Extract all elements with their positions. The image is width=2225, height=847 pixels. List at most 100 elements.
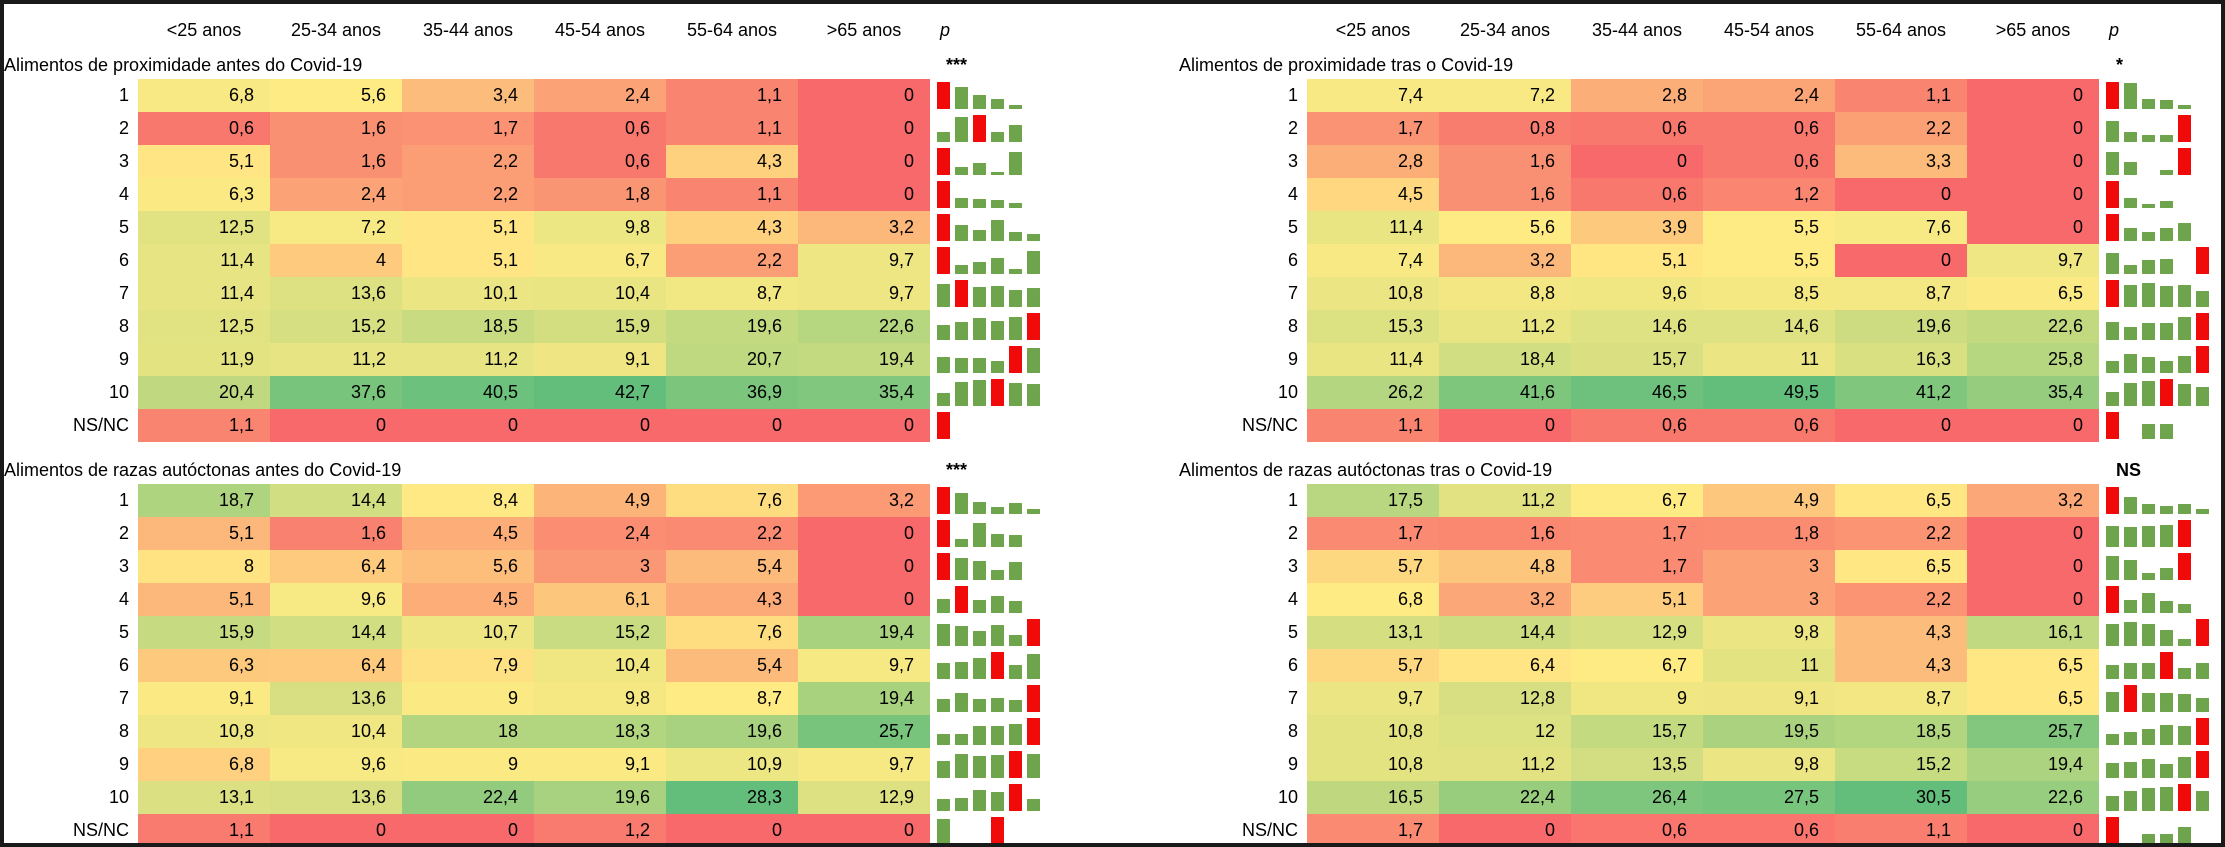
spark-bar — [2196, 663, 2209, 679]
spark-bar-max — [1027, 313, 1040, 340]
row-sparkline — [2099, 79, 2217, 112]
spark-bar — [955, 198, 968, 208]
spark-bar — [2142, 424, 2155, 439]
heat-cell: 3,2 — [1967, 484, 2099, 517]
p-value-column-header: p — [940, 19, 951, 40]
heat-cell: 20,7 — [666, 343, 798, 376]
spark-bar — [991, 132, 1004, 142]
spark-bar — [2160, 286, 2173, 307]
row-sparkline — [2099, 211, 2217, 244]
spark-bar-max — [2106, 412, 2119, 439]
heat-cell: 10,8 — [1307, 748, 1439, 781]
row-label: 6 — [1287, 655, 1298, 675]
spark-bar — [2178, 694, 2191, 712]
row-sparkline — [2099, 484, 2217, 517]
row-label: 9 — [118, 349, 129, 369]
heat-cell: 4,5 — [1307, 178, 1439, 211]
heat-cell: 25,8 — [1967, 343, 2099, 376]
heat-cell: 16,3 — [1835, 343, 1967, 376]
heat-cell: 9,1 — [534, 748, 666, 781]
row-label: 10 — [108, 382, 129, 402]
spark-bar — [2160, 228, 2173, 241]
heat-cell: 0 — [1439, 409, 1571, 442]
row-label: 2 — [118, 118, 129, 138]
table-title: Alimentos de razas autóctonas antes do C… — [4, 459, 402, 480]
heat-cell: 3 — [1703, 550, 1835, 583]
spark-bar-max — [937, 82, 950, 109]
heat-cell: 0 — [402, 409, 534, 442]
col-header-lt25: <25 anos — [1335, 19, 1411, 40]
panel-antes-covid: <25 anos 25-34 anos 35-44 anos 45-54 ano… — [4, 4, 1054, 843]
spark-bar — [1027, 288, 1040, 307]
heat-cell: 2,4 — [1703, 79, 1835, 112]
table-row: 4 5,1 9,6 4,5 6,1 4,3 0 — [4, 583, 1054, 616]
heat-cell: 3,2 — [1439, 244, 1571, 277]
table-row: 3 5,1 1,6 2,2 0,6 4,3 0 — [4, 145, 1054, 178]
spark-bar — [2106, 763, 2119, 778]
heat-cell: 35,4 — [1967, 376, 2099, 409]
table-row: 1 7,4 7,2 2,8 2,4 1,1 0 — [1179, 79, 2221, 112]
heat-cell: 2,2 — [402, 145, 534, 178]
row-sparkline — [930, 583, 1048, 616]
spark-bar — [2106, 526, 2119, 547]
row-label: 8 — [1287, 316, 1298, 336]
heat-cell: 8 — [138, 550, 270, 583]
spark-bar — [2124, 527, 2137, 547]
spark-bar — [973, 699, 986, 712]
heat-cell: 15,7 — [1571, 715, 1703, 748]
row-sparkline — [930, 277, 1048, 310]
table-row: 5 13,1 14,4 12,9 9,8 4,3 16,1 — [1179, 616, 2221, 649]
spark-bar — [2106, 556, 2119, 580]
spark-bar — [955, 798, 968, 811]
spark-bar-max — [2196, 247, 2209, 274]
spark-bar-max — [2196, 313, 2209, 340]
spark-bar — [2124, 732, 2137, 745]
spark-bar — [955, 265, 968, 274]
heat-cell: 9,1 — [138, 682, 270, 715]
heat-cell: 15,2 — [1835, 748, 1967, 781]
spark-bar — [2124, 327, 2137, 340]
table-row: NS/NC 1,1 0 0,6 0,6 0 0 — [1179, 409, 2221, 442]
spark-bar — [2124, 497, 2137, 514]
heat-cell: 18,3 — [534, 715, 666, 748]
spark-bar — [955, 734, 968, 745]
spark-bar-max — [2178, 784, 2191, 811]
heat-cell: 12 — [1439, 715, 1571, 748]
spark-bar — [973, 658, 986, 679]
spark-bar-max — [2106, 280, 2119, 307]
heat-cell: 1,6 — [270, 112, 402, 145]
heat-cell: 5,1 — [1571, 244, 1703, 277]
heat-cell: 0 — [666, 409, 798, 442]
spark-bar-max — [1009, 784, 1022, 811]
spark-bar — [2160, 787, 2173, 811]
spark-bar-max — [973, 115, 986, 142]
heat-cell: 8,7 — [666, 277, 798, 310]
spark-bar — [2196, 387, 2209, 406]
table-row: 10 20,4 37,6 40,5 42,7 36,9 35,4 — [4, 376, 1054, 409]
heat-cell: 6,3 — [138, 649, 270, 682]
spark-bar — [2142, 663, 2155, 679]
spark-bar — [2178, 223, 2191, 241]
heat-cell: 0 — [798, 583, 930, 616]
table-title-row: Alimentos de proximidade tras o Covid-19… — [1179, 51, 2221, 79]
table-row: 8 10,8 10,4 18 18,3 19,6 25,7 — [4, 715, 1054, 748]
heat-cell: 22,4 — [402, 781, 534, 814]
table-row: 4 4,5 1,6 0,6 1,2 0 0 — [1179, 178, 2221, 211]
heat-cell: 30,5 — [1835, 781, 1967, 814]
table-row: 9 11,9 11,2 11,2 9,1 20,7 19,4 — [4, 343, 1054, 376]
heat-cell: 0 — [402, 814, 534, 843]
heat-cell: 9,7 — [798, 244, 930, 277]
spark-bar — [2160, 201, 2173, 208]
heat-cell: 0 — [798, 550, 930, 583]
spark-bar — [991, 361, 1004, 373]
heat-cell: 18,4 — [1439, 343, 1571, 376]
spark-bar — [955, 322, 968, 340]
spark-bar — [2178, 726, 2191, 745]
table-row: 6 5,7 6,4 6,7 11 4,3 6,5 — [1179, 649, 2221, 682]
table-row: 7 10,8 8,8 9,6 8,5 8,7 6,5 — [1179, 277, 2221, 310]
heat-cell: 4 — [270, 244, 402, 277]
heat-cell: 8,5 — [1703, 277, 1835, 310]
heat-cell: 40,5 — [402, 376, 534, 409]
heat-cell: 46,5 — [1571, 376, 1703, 409]
spark-bar — [2124, 600, 2137, 613]
